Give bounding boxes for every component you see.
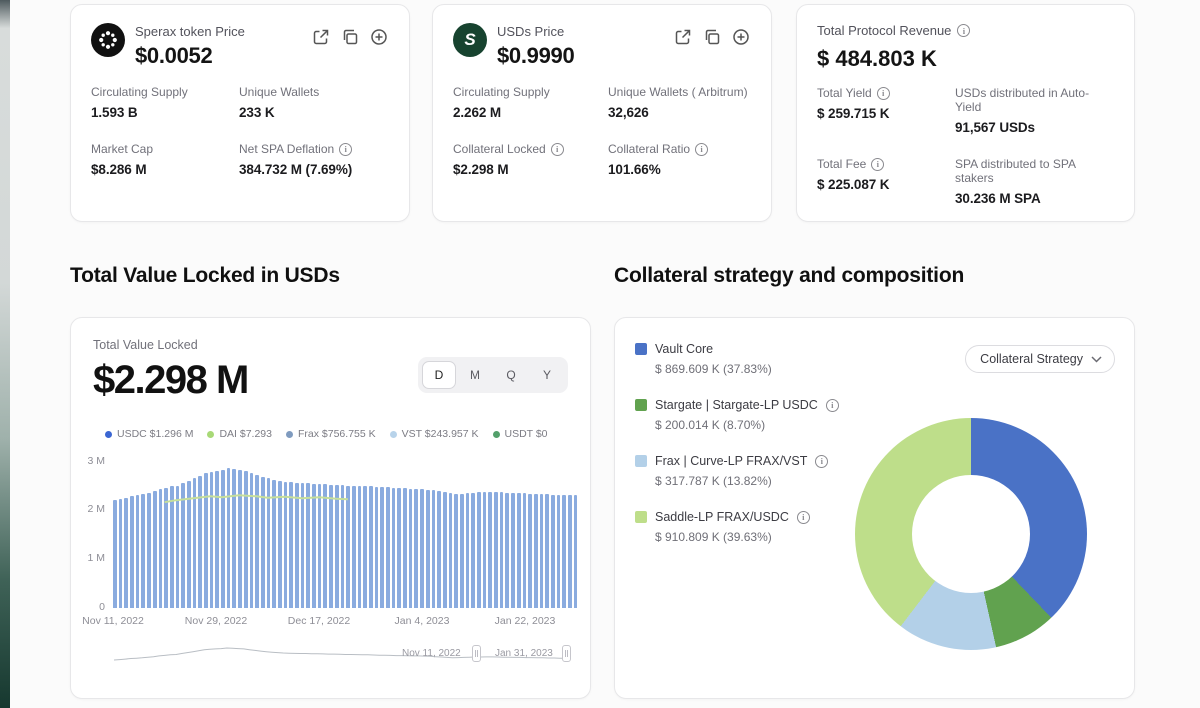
usds-card-title: USDs Price	[497, 24, 565, 39]
stat-collateral-locked: Collateral Locked i $2.298 M	[453, 142, 608, 177]
ytick-0: 0	[99, 601, 105, 613]
bar-series	[113, 461, 578, 608]
stat-market-cap: Market Cap $8.286 M	[91, 142, 154, 177]
info-icon[interactable]: i	[815, 454, 829, 468]
usds-price-value: $0.9990	[497, 43, 575, 68]
sperax-logo-glyph	[99, 31, 117, 49]
spa-price-value: $0.0052	[135, 43, 213, 68]
vst-dot-icon	[389, 430, 397, 438]
xtick-1: Nov 11, 2022	[82, 615, 144, 627]
stat-unique-wallets-arbitrum: Unique Wallets ( Arbitrum) 32,626	[608, 85, 748, 120]
range-button-month[interactable]: M	[458, 361, 492, 389]
info-icon[interactable]: i	[957, 24, 971, 37]
plus-circle-icon[interactable]	[369, 27, 389, 47]
stat-net-spa-deflation: Net SPA Deflation i 384.732 M (7.69%)	[239, 142, 353, 177]
stat-collateral-ratio: Collateral Ratio i 101.66%	[608, 142, 751, 177]
info-icon[interactable]: i	[339, 142, 353, 156]
usdt-dot-icon	[492, 430, 500, 438]
ytick-1m: 1 M	[87, 552, 105, 564]
stat-total-yield: Total Yield i $ 259.715 K	[817, 86, 890, 121]
external-link-icon[interactable]	[311, 27, 331, 47]
ytick-3m: 3 M	[87, 455, 105, 467]
info-icon[interactable]: i	[550, 142, 564, 156]
stat-usds-autoyield: USDs distributed in Auto-Yield 91,567 US…	[955, 86, 1090, 135]
usds-logo-icon: S	[453, 23, 487, 57]
protocol-revenue-card: Total Protocol Revenue i $ 484.803 K Tot…	[796, 4, 1135, 222]
chart-range-slider[interactable]: Nov 11, 2022 Jan 31, 2023	[113, 644, 571, 664]
xtick-2: Nov 29, 2022	[184, 615, 248, 627]
revenue-value: $ 484.803 K	[817, 46, 937, 71]
info-icon[interactable]: i	[871, 157, 885, 171]
stat-circulating-supply: Circulating Supply 1.593 B	[91, 85, 188, 120]
legend-item-usdc[interactable]: USDC $1.296 M	[105, 428, 193, 440]
saddle-swatch-icon	[635, 511, 647, 523]
tvl-legend: USDC $1.296 M DAI $7.293 Frax $756.755 K…	[105, 428, 548, 440]
chevron-down-icon	[1091, 355, 1102, 363]
external-link-icon[interactable]	[673, 27, 693, 47]
slider-right-grip[interactable]	[562, 645, 571, 662]
slider-end-date: Jan 31, 2023	[495, 648, 553, 659]
legend-item-frax-curve[interactable]: Frax | Curve-LP FRAX/VST i $ 317.787 K (1…	[635, 454, 839, 488]
collateral-strategy-dropdown[interactable]: Collateral Strategy	[965, 345, 1115, 373]
dai-dot-icon	[207, 430, 215, 438]
legend-item-usdt[interactable]: USDT $0	[492, 428, 548, 440]
collateral-legend: Vault Core $ 869.609 K (37.83%) Stargate…	[635, 342, 839, 544]
legend-item-vault-core[interactable]: Vault Core $ 869.609 K (37.83%)	[635, 342, 839, 376]
copy-icon[interactable]	[340, 27, 360, 47]
window-edge-strip	[0, 0, 10, 708]
tvl-chart-card: Total Value Locked $2.298 M D M Q Y USDC…	[70, 317, 591, 699]
frax-dot-icon	[286, 430, 293, 438]
tvl-section-heading: Total Value Locked in USDs	[70, 264, 340, 287]
copy-icon[interactable]	[702, 27, 722, 47]
slider-start-date: Nov 11, 2022	[402, 648, 461, 659]
stat-unique-wallets: Unique Wallets 233 K	[239, 85, 320, 120]
range-button-quarter[interactable]: Q	[494, 361, 528, 389]
usds-price-card: S USDs Price $0.9990 Circulating Supply …	[432, 4, 772, 222]
time-range-toggle: D M Q Y	[418, 357, 568, 393]
legend-item-stargate[interactable]: Stargate | Stargate-LP USDC i $ 200.014 K…	[635, 398, 839, 432]
info-icon[interactable]: i	[825, 398, 839, 412]
info-icon[interactable]: i	[796, 510, 810, 524]
legend-item-dai[interactable]: DAI $7.293	[207, 428, 272, 440]
revenue-card-title: Total Protocol Revenue i	[817, 23, 1114, 38]
stat-spa-stakers: SPA distributed to SPA stakers 30.236 M …	[955, 157, 1076, 206]
legend-item-frax[interactable]: Frax $756.755 K	[286, 428, 376, 440]
range-button-day[interactable]: D	[422, 361, 456, 389]
info-icon[interactable]: i	[876, 86, 890, 100]
stat-total-fee: Total Fee i $ 225.087 K	[817, 157, 890, 192]
frax-curve-swatch-icon	[635, 455, 647, 467]
donut-hole	[912, 475, 1030, 593]
collateral-section-heading: Collateral strategy and composition	[614, 264, 965, 287]
spa-card-title: Sperax token Price	[135, 24, 245, 39]
sperax-logo-icon	[91, 23, 125, 57]
vault-core-swatch-icon	[635, 343, 647, 355]
spa-price-card: Sperax token Price $0.0052 Circulating S…	[70, 4, 410, 222]
stargate-swatch-icon	[635, 399, 647, 411]
tvl-card-label: Total Value Locked	[93, 338, 198, 352]
xtick-4: Jan 4, 2023	[394, 615, 450, 627]
plus-circle-icon[interactable]	[731, 27, 751, 47]
xtick-5: Jan 22, 2023	[494, 615, 556, 627]
collateral-card: Vault Core $ 869.609 K (37.83%) Stargate…	[614, 317, 1135, 699]
legend-item-vst[interactable]: VST $243.957 K	[389, 428, 479, 440]
stat-circulating-supply: Circulating Supply 2.262 M	[453, 85, 550, 120]
range-button-year[interactable]: Y	[530, 361, 564, 389]
slider-preview-line	[113, 647, 571, 661]
slider-left-grip[interactable]	[472, 645, 481, 662]
xtick-3: Dec 17, 2022	[287, 615, 351, 627]
legend-item-saddle[interactable]: Saddle-LP FRAX/USDC i $ 910.809 K (39.63%…	[635, 510, 839, 544]
ytick-2m: 2 M	[87, 503, 105, 515]
usdc-dot-icon	[105, 430, 112, 438]
info-icon[interactable]: i	[695, 142, 709, 156]
tvl-card-value: $2.298 M	[93, 358, 249, 402]
tvl-bar-chart	[113, 461, 578, 608]
